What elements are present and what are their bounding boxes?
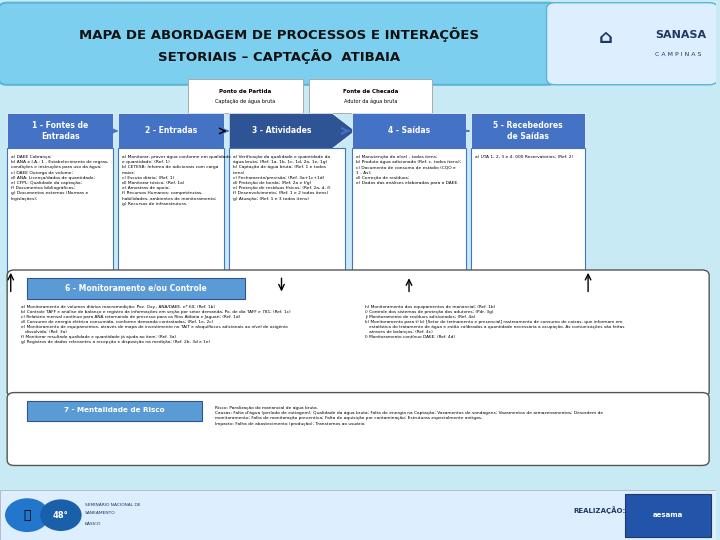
Text: a) Manutenção do nível - todos itens;
b) Produto água adicionado (Ref. c. todos : a) Manutenção do nível - todos itens; b)… xyxy=(356,155,461,185)
FancyBboxPatch shape xyxy=(188,79,303,113)
Polygon shape xyxy=(229,113,355,148)
Text: 1 - Fontes de
Entradas: 1 - Fontes de Entradas xyxy=(32,122,89,140)
FancyBboxPatch shape xyxy=(0,3,557,85)
Text: Captação de água bruta: Captação de água bruta xyxy=(215,99,275,104)
Text: 5 - Recebedores
de Saídas: 5 - Recebedores de Saídas xyxy=(493,122,563,140)
FancyBboxPatch shape xyxy=(27,401,202,421)
Text: a) Verificação da qualidade e quantidade da
água bruta; (Ref. 1a, 1b, 1c, 1d, 2a: a) Verificação da qualidade e quantidade… xyxy=(233,155,330,200)
Text: Fonte de Checada: Fonte de Checada xyxy=(343,89,398,94)
Text: SEMINÁRIO NACIONAL DE: SEMINÁRIO NACIONAL DE xyxy=(84,503,140,507)
FancyBboxPatch shape xyxy=(229,148,346,292)
Text: a) UTA 1, 2, 3 e 4: 000 Reservatórios; (Ref. 2): a) UTA 1, 2, 3 e 4: 000 Reservatórios; (… xyxy=(475,155,573,159)
FancyBboxPatch shape xyxy=(118,148,224,292)
Text: 6 - Monitoramento e/ou Controle: 6 - Monitoramento e/ou Controle xyxy=(66,284,207,293)
Text: a) Monitorar, prover água conforme em qualidade
e quantidade; (Ref. 1)
b) CETESB: a) Monitorar, prover água conforme em qu… xyxy=(122,155,231,206)
Text: 7 - Mentalidade de Risco: 7 - Mentalidade de Risco xyxy=(64,407,165,414)
Text: 2 - Entradas: 2 - Entradas xyxy=(145,126,197,136)
Text: 48°: 48° xyxy=(53,511,69,519)
Text: MAPA DE ABORDAGEM DE PROCESSOS E INTERAÇÕES: MAPA DE ABORDAGEM DE PROCESSOS E INTERAÇ… xyxy=(79,26,480,42)
FancyBboxPatch shape xyxy=(7,393,709,465)
Text: SANEAMENTO: SANEAMENTO xyxy=(84,511,115,515)
Text: Risco: Paralização do manancial de água bruta.
Causas: Falta d'água (período de : Risco: Paralização do manancial de água … xyxy=(215,406,603,426)
Text: aesama: aesama xyxy=(652,512,683,518)
FancyBboxPatch shape xyxy=(0,490,716,540)
FancyBboxPatch shape xyxy=(352,113,466,148)
FancyBboxPatch shape xyxy=(546,3,718,85)
Text: h) Monitoramento dos equipamentos de manancial; (Ref. 1b)
i) Controle dos sistem: h) Monitoramento dos equipamentos de man… xyxy=(365,305,625,340)
FancyBboxPatch shape xyxy=(7,148,113,292)
FancyBboxPatch shape xyxy=(626,494,711,537)
Text: Ponto de Partida: Ponto de Partida xyxy=(219,89,271,94)
FancyBboxPatch shape xyxy=(472,148,585,292)
FancyBboxPatch shape xyxy=(7,270,709,397)
Text: a) Monitoramento de volumes diários macromedição: Poz. Oxy., ANA/DAEE, nº 60; (R: a) Monitoramento de volumes diários macr… xyxy=(22,305,291,345)
Text: 4 - Saídas: 4 - Saídas xyxy=(388,126,430,136)
FancyBboxPatch shape xyxy=(118,113,224,148)
Text: BÁSICO: BÁSICO xyxy=(84,522,101,526)
FancyBboxPatch shape xyxy=(352,148,466,292)
Text: ⌂: ⌂ xyxy=(598,28,612,48)
Text: 3 - Atividades: 3 - Atividades xyxy=(252,126,311,136)
Text: SANASA: SANASA xyxy=(655,30,706,40)
FancyBboxPatch shape xyxy=(27,278,245,299)
FancyBboxPatch shape xyxy=(310,79,432,113)
Text: REALIZAÇÃO:: REALIZAÇÃO: xyxy=(573,507,625,514)
Circle shape xyxy=(6,499,49,531)
Text: SETORIAIS – CAPTAÇÃO  ATIBAIA: SETORIAIS – CAPTAÇÃO ATIBAIA xyxy=(158,49,400,64)
FancyBboxPatch shape xyxy=(472,113,585,148)
Circle shape xyxy=(41,500,81,530)
Text: 💧: 💧 xyxy=(24,509,31,522)
Text: a) DAEE Cobrança;
b) ANA e I.A.: 1 - Estabelecimento de regras,
condições e inst: a) DAEE Cobrança; b) ANA e I.A.: 1 - Est… xyxy=(11,155,108,200)
FancyBboxPatch shape xyxy=(7,113,113,148)
Text: C A M P I N A S: C A M P I N A S xyxy=(655,51,702,57)
Text: Adutor da água bruta: Adutor da água bruta xyxy=(343,99,397,104)
